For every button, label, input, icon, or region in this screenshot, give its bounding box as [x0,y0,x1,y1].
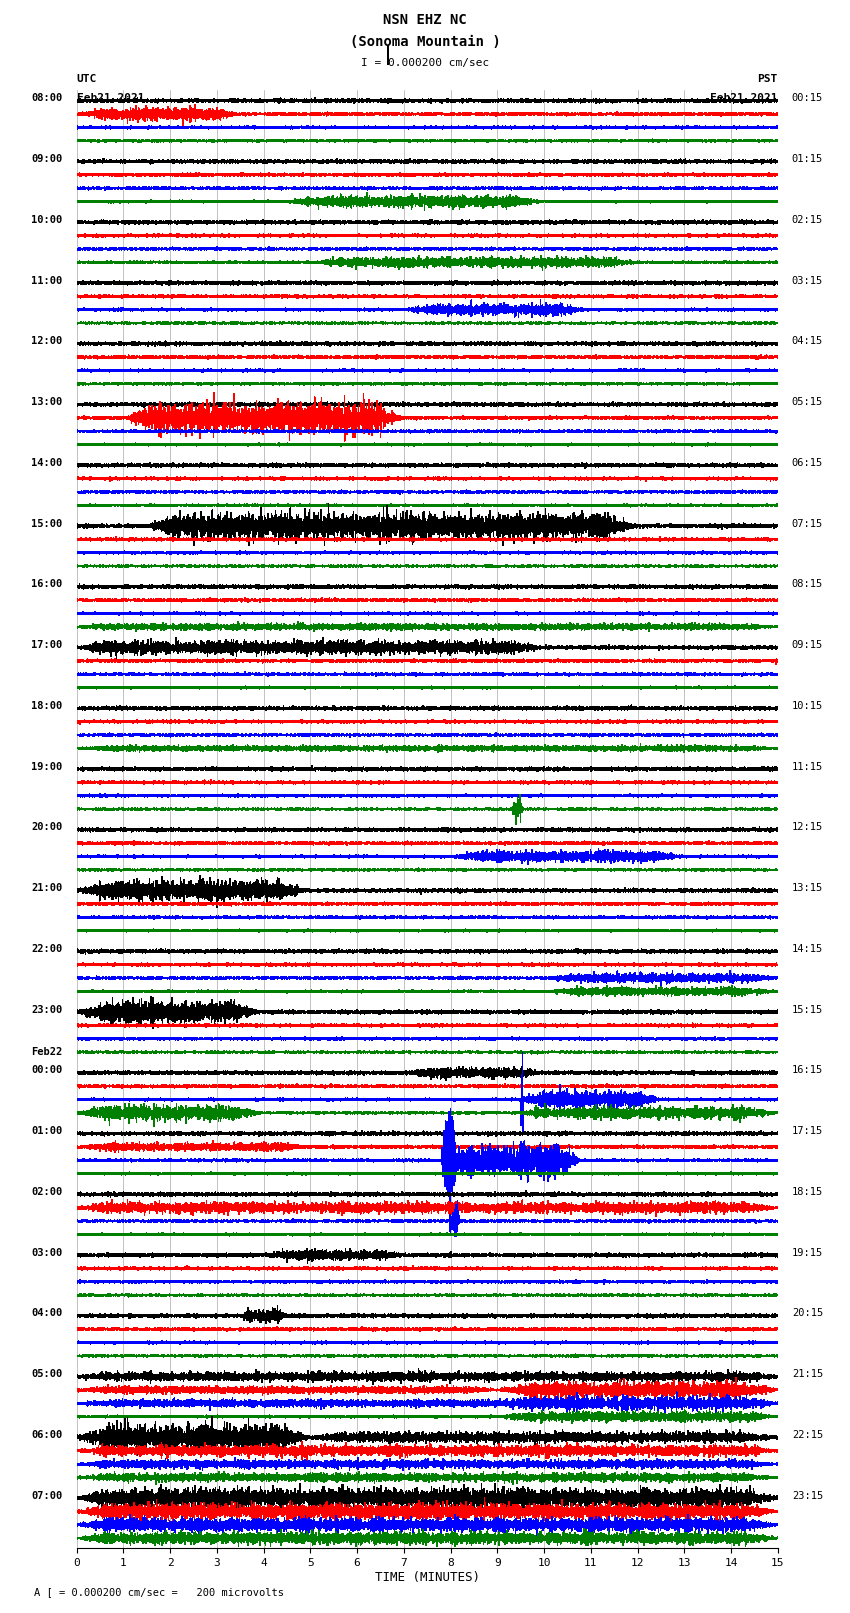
Text: 04:15: 04:15 [791,337,823,347]
Text: 15:00: 15:00 [31,519,63,529]
Text: 16:15: 16:15 [791,1066,823,1076]
Text: UTC: UTC [76,74,97,84]
Text: 08:15: 08:15 [791,579,823,589]
X-axis label: TIME (MINUTES): TIME (MINUTES) [375,1571,479,1584]
Text: 17:15: 17:15 [791,1126,823,1136]
Text: 11:00: 11:00 [31,276,63,286]
Text: 19:15: 19:15 [791,1248,823,1258]
Text: 00:15: 00:15 [791,94,823,103]
Text: 12:00: 12:00 [31,337,63,347]
Text: 07:00: 07:00 [31,1490,63,1500]
Text: A [ = 0.000200 cm/sec =   200 microvolts: A [ = 0.000200 cm/sec = 200 microvolts [34,1587,284,1597]
Text: Feb22: Feb22 [31,1047,63,1057]
Text: 10:00: 10:00 [31,215,63,224]
Text: 05:00: 05:00 [31,1369,63,1379]
Text: PST: PST [757,74,778,84]
Text: 22:00: 22:00 [31,944,63,953]
Text: 13:15: 13:15 [791,884,823,894]
Text: 02:00: 02:00 [31,1187,63,1197]
Text: 21:15: 21:15 [791,1369,823,1379]
Text: 03:15: 03:15 [791,276,823,286]
Text: 14:00: 14:00 [31,458,63,468]
Text: 08:00: 08:00 [31,94,63,103]
Text: (Sonoma Mountain ): (Sonoma Mountain ) [349,35,501,50]
Text: 01:00: 01:00 [31,1126,63,1136]
Text: 10:15: 10:15 [791,702,823,711]
Text: NSN EHZ NC: NSN EHZ NC [383,13,467,27]
Text: 05:15: 05:15 [791,397,823,406]
Text: 03:00: 03:00 [31,1248,63,1258]
Text: 23:00: 23:00 [31,1005,63,1015]
Text: 09:00: 09:00 [31,155,63,165]
Text: 20:15: 20:15 [791,1308,823,1318]
Text: 04:00: 04:00 [31,1308,63,1318]
Text: I = 0.000200 cm/sec: I = 0.000200 cm/sec [361,58,489,68]
Text: 12:15: 12:15 [791,823,823,832]
Text: 09:15: 09:15 [791,640,823,650]
Text: 02:15: 02:15 [791,215,823,224]
Text: 22:15: 22:15 [791,1431,823,1440]
Text: 00:00: 00:00 [31,1066,63,1076]
Text: 16:00: 16:00 [31,579,63,589]
Text: 01:15: 01:15 [791,155,823,165]
Text: Feb21,2021: Feb21,2021 [76,94,144,103]
Text: 06:15: 06:15 [791,458,823,468]
Text: 06:00: 06:00 [31,1431,63,1440]
Text: 07:15: 07:15 [791,519,823,529]
Text: 23:15: 23:15 [791,1490,823,1500]
Text: 20:00: 20:00 [31,823,63,832]
Text: Feb21,2021: Feb21,2021 [711,94,778,103]
Text: 17:00: 17:00 [31,640,63,650]
Text: 19:00: 19:00 [31,761,63,771]
Text: 18:15: 18:15 [791,1187,823,1197]
Text: 11:15: 11:15 [791,761,823,771]
Text: 21:00: 21:00 [31,884,63,894]
Text: 14:15: 14:15 [791,944,823,953]
Text: 13:00: 13:00 [31,397,63,406]
Text: 15:15: 15:15 [791,1005,823,1015]
Text: 18:00: 18:00 [31,702,63,711]
